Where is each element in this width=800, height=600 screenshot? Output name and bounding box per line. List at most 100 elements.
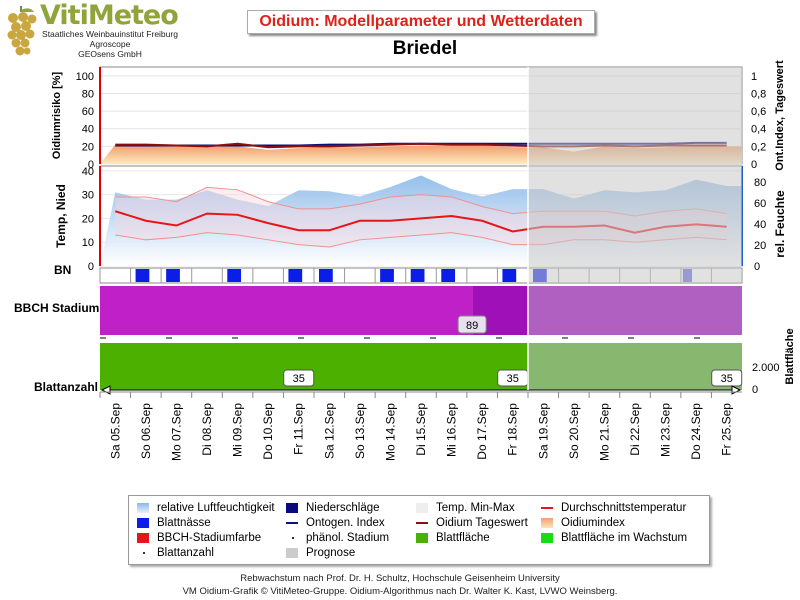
x-tick-label: Di 15.Sep: [414, 403, 428, 456]
leaf-wetness-bar: [502, 269, 517, 282]
x-tick-label: So 06.Sep: [139, 403, 153, 459]
x-tick-label: Sa 19.Sep: [536, 403, 550, 459]
risk-ytick-right: 0,6: [751, 106, 766, 118]
x-tick-label: Mi 09.Sep: [231, 403, 245, 457]
x-tick-label: Fr 18.Sep: [506, 403, 520, 456]
logo-line-1: Staatliches Weinbauinstitut Freiburg: [42, 29, 178, 39]
prognose-swatch-icon: [286, 548, 298, 558]
legend-item-prognose: Prognose: [286, 546, 355, 560]
x-tick-label: Do 10.Sep: [261, 403, 275, 460]
risk-ytick-left: 40: [82, 124, 94, 136]
leafarea-swatch-icon: [416, 533, 428, 543]
humidity-swatch-icon: [137, 503, 149, 513]
leaf-wetness-bar: [288, 269, 303, 282]
risk-ytick-right: 0: [751, 159, 757, 171]
risk-ytick-right: 0,4: [751, 124, 766, 136]
leaf-wetness-bar: [135, 269, 150, 282]
x-tick-label: Di 22.Sep: [628, 403, 642, 456]
blattanzahl-label: 35: [721, 373, 733, 385]
oidium-index-swatch-icon: [541, 518, 553, 528]
bbch-band: [100, 286, 473, 335]
x-tick-label: Mi 16.Sep: [445, 403, 459, 457]
leaf-area-ytick: 2.000: [752, 362, 780, 374]
x-tick-label: Mo 07.Sep: [169, 403, 183, 461]
legend-item-oidium-index: Oidiumindex: [541, 516, 625, 530]
x-tick-label: So 13.Sep: [353, 403, 367, 459]
legend-item-leafarea: Blattfläche: [416, 531, 490, 545]
legend-item-tempminmax: Temp. Min-Max: [416, 501, 515, 515]
x-tick-label: Mo 21.Sep: [597, 403, 611, 461]
ontogen-line-icon: [286, 522, 298, 524]
avgtemp-line-icon: [541, 507, 553, 509]
x-tick-label: Mo 14.Sep: [383, 403, 397, 461]
leaf-area-ytick: 0: [752, 384, 758, 396]
weather-ytick-left: 10: [82, 237, 94, 249]
bbch-band-forecast: [528, 286, 742, 335]
bbch-label: BBCH Stadium: [14, 301, 100, 315]
location-title: Briedel: [392, 38, 458, 59]
oidium-day-line-icon: [416, 522, 428, 524]
bbch-swatch-icon: [137, 533, 149, 543]
x-tick-label: Di 08.Sep: [200, 403, 214, 456]
logo-line-2: Agroscope: [89, 39, 131, 49]
legend-item-avgtemp: Durchschnittstemperatur: [541, 501, 686, 515]
legend-item-precip: Niederschläge: [286, 501, 380, 515]
blattanzahl-label: Blattanzahl: [34, 380, 99, 394]
weather-ytick-left: 30: [82, 190, 94, 202]
leafarea-growth-swatch-icon: [541, 533, 553, 543]
legend-item-blattanzahl: Blattanzahl: [143, 546, 214, 560]
logo-line-3: GEOsens GmbH: [78, 49, 142, 59]
logo-title: VitiMeteo: [40, 0, 179, 31]
x-tick-label: Fr 25.Sep: [720, 403, 734, 456]
leafwetness-swatch-icon: [137, 518, 149, 528]
blattanzahl-label: 35: [507, 373, 519, 385]
x-tick-label: Sa 05.Sep: [108, 403, 122, 459]
risk-ytick-right: 1: [751, 71, 757, 83]
weather-ytick-right: 40: [754, 219, 766, 231]
weather-ytick-right: 80: [754, 177, 766, 189]
leaf-wetness-bar: [227, 269, 242, 282]
leaf-wetness-bar: [380, 269, 394, 282]
weather-ytick-right: 0: [754, 261, 760, 273]
legend-item-phenol: phänol. Stadium: [292, 531, 389, 545]
risk-ytick-left: 60: [82, 106, 94, 118]
x-tick-label: Fr 11.Sep: [292, 403, 306, 455]
bbch-value-box: [457, 315, 487, 334]
risk-ytick-left: 20: [82, 141, 94, 153]
risk-ytick-left: 0: [88, 159, 94, 171]
tempminmax-swatch-icon: [416, 503, 428, 513]
x-tick-label: Mi 23.Sep: [659, 403, 673, 457]
legend-item-leafwetness: Blattnässe: [137, 516, 211, 530]
legend-item-leafarea-growth: Blattfläche im Wachstum: [541, 531, 687, 545]
forecast-overlay: [528, 67, 742, 283]
leaf-area-ylabel: Blattfläche: [784, 328, 796, 384]
blattanzahl-dot-icon: [143, 552, 145, 554]
footer-line-2: VM Oidium-Grafik © VitiMeteo-Gruppe. Oid…: [182, 586, 618, 597]
weather-ylabel-left: Temp, Nied: [54, 184, 68, 248]
x-tick-label: Sa 12.Sep: [322, 403, 336, 459]
risk-ytick-left: 100: [76, 71, 94, 83]
weather-ytick-left: 40: [82, 166, 94, 178]
risk-ytick-right: 0,2: [751, 141, 766, 153]
bn-label: BN: [54, 263, 72, 277]
footer-line-1: Rebwachstum nach Prof. Dr. H. Schultz, H…: [240, 573, 560, 584]
x-tick-label: Do 24.Sep: [689, 403, 703, 460]
blattanzahl-label: 35: [293, 373, 305, 385]
leaf-area-forecast-band: [528, 343, 742, 390]
legend-item-bbch-color: BBCH-Stadiumfarbe: [137, 531, 261, 545]
chart-title: Oidium: Modellparameter und Wetterdaten: [247, 10, 595, 34]
legend-item-humidity: relative Luftfeuchtigkeit: [137, 501, 275, 515]
legend-item-oidium-day: Oidium Tageswert: [416, 516, 528, 530]
leaf-wetness-bar: [166, 269, 180, 282]
x-tick-label: So 20.Sep: [567, 403, 581, 459]
risk-ylabel-right: Ont.Index, Tageswert: [774, 60, 786, 171]
leaf-wetness-bar: [319, 269, 333, 282]
x-tick-label: Do 17.Sep: [475, 403, 489, 460]
phenol-dot-icon: [292, 537, 294, 539]
leaf-wetness-bar: [410, 269, 425, 282]
bbch-value-label: 89: [466, 320, 478, 332]
leaf-wetness-bar: [441, 269, 456, 282]
weather-ylabel-right: rel. Feuchte: [773, 190, 787, 258]
weather-ytick-left: 20: [82, 213, 94, 225]
